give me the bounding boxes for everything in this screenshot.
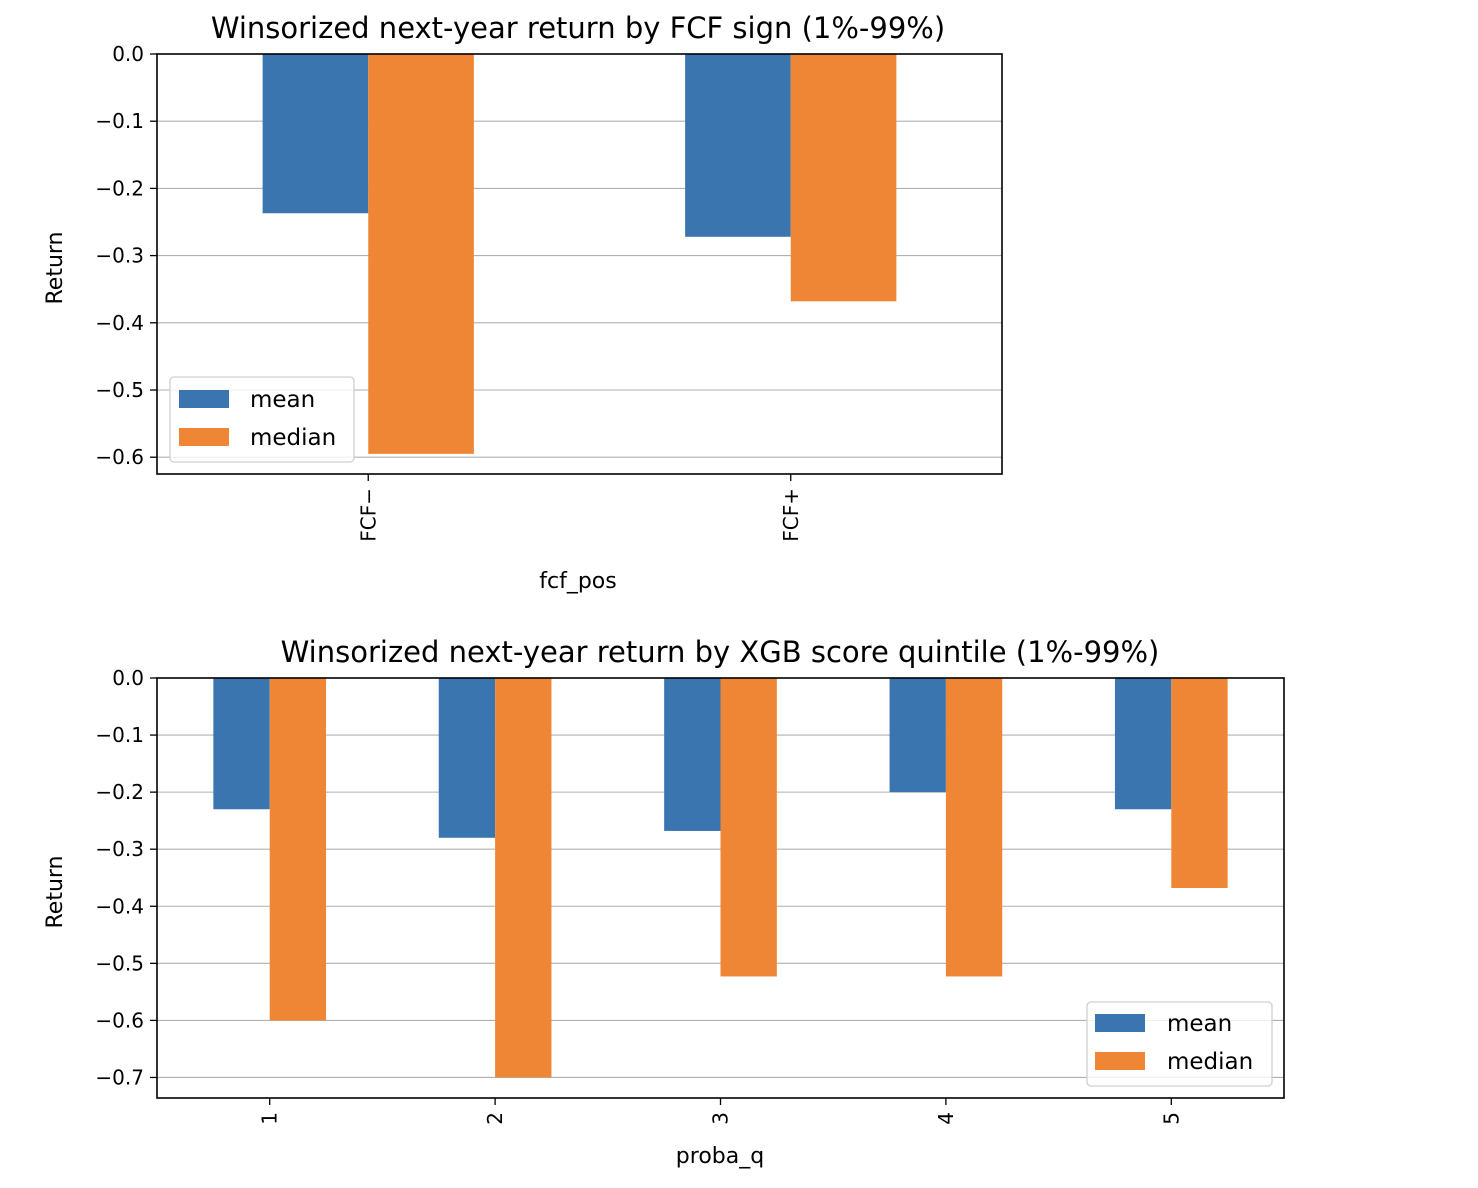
legend-swatch-mean xyxy=(179,390,229,408)
y-tick-label: −0.6 xyxy=(95,1008,144,1032)
x-axis-label: fcf_pos xyxy=(539,569,616,594)
chart-title: Winsorized next-year return by XGB score… xyxy=(281,635,1160,669)
y-tick-label: −0.4 xyxy=(95,311,144,335)
y-tick-label: −0.5 xyxy=(95,951,144,975)
x-tick-label: 5 xyxy=(1159,1112,1183,1125)
bar-mean xyxy=(685,54,791,237)
y-axis-label: Return xyxy=(43,231,68,304)
chart-title: Winsorized next-year return by FCF sign … xyxy=(211,11,945,45)
legend-swatch-mean xyxy=(1095,1014,1145,1032)
y-tick-label: −0.4 xyxy=(95,894,144,918)
y-tick-label: −0.3 xyxy=(95,837,144,861)
fcf-sign-chart: Winsorized next-year return by FCF sign … xyxy=(43,11,1003,594)
bar-mean xyxy=(213,678,270,810)
y-tick-label: −0.7 xyxy=(95,1065,144,1089)
bar-median xyxy=(495,678,552,1078)
legend-label-median: median xyxy=(1167,1049,1253,1075)
legend-swatch-median xyxy=(1095,1052,1145,1070)
x-tick-label: 1 xyxy=(258,1112,282,1125)
bars xyxy=(262,54,897,454)
x-tick-label: FCF+ xyxy=(779,488,803,542)
xgb-quintile-chart: Winsorized next-year return by XGB score… xyxy=(43,635,1285,1169)
y-tick-label: −0.1 xyxy=(95,109,144,133)
legend-label-mean: mean xyxy=(250,387,315,413)
x-tick-label: 2 xyxy=(483,1112,507,1125)
y-tick-label: −0.2 xyxy=(95,176,144,200)
bar-median xyxy=(269,678,327,1021)
bar-median xyxy=(368,54,474,454)
y-ticks: 0.0 −0.1 −0.2 −0.3 −0.4 −0.5 −0.6 xyxy=(95,42,157,469)
bar-mean xyxy=(664,678,721,831)
plot-frame xyxy=(156,53,1003,475)
bar-mean xyxy=(438,678,496,838)
bar-median xyxy=(720,678,777,977)
bars xyxy=(213,678,1228,1078)
bar-median xyxy=(1171,678,1228,888)
legend: mean median xyxy=(1086,1001,1273,1087)
x-tick-label: 4 xyxy=(934,1112,958,1125)
y-tick-label: 0.0 xyxy=(112,42,144,66)
x-tick-label: FCF− xyxy=(356,488,380,542)
y-ticks: 0.0 −0.1 −0.2 −0.3 −0.4 −0.5 −0.6 −0.7 xyxy=(95,666,157,1089)
y-tick-label: −0.3 xyxy=(95,244,144,268)
legend: mean median xyxy=(169,376,355,463)
bar-mean xyxy=(262,54,369,214)
y-tick-label: −0.1 xyxy=(95,723,144,747)
y-axis-label: Return xyxy=(43,855,68,928)
bar-mean xyxy=(1114,678,1172,810)
bar-median xyxy=(790,54,897,302)
bar-median xyxy=(945,678,1003,977)
y-tick-label: 0.0 xyxy=(112,666,144,690)
legend-swatch-median xyxy=(179,428,229,446)
legend-label-median: median xyxy=(250,425,336,451)
y-tick-label: −0.5 xyxy=(95,378,144,402)
x-ticks: FCF− FCF+ xyxy=(356,474,803,542)
y-tick-label: −0.2 xyxy=(95,780,144,804)
y-tick-label: −0.6 xyxy=(95,445,144,469)
legend-label-mean: mean xyxy=(1167,1011,1232,1037)
bar-mean xyxy=(889,678,946,793)
x-axis-label: proba_q xyxy=(676,1144,764,1169)
x-ticks: 1 2 3 4 5 xyxy=(258,1098,1183,1125)
x-tick-label: 3 xyxy=(709,1112,733,1125)
